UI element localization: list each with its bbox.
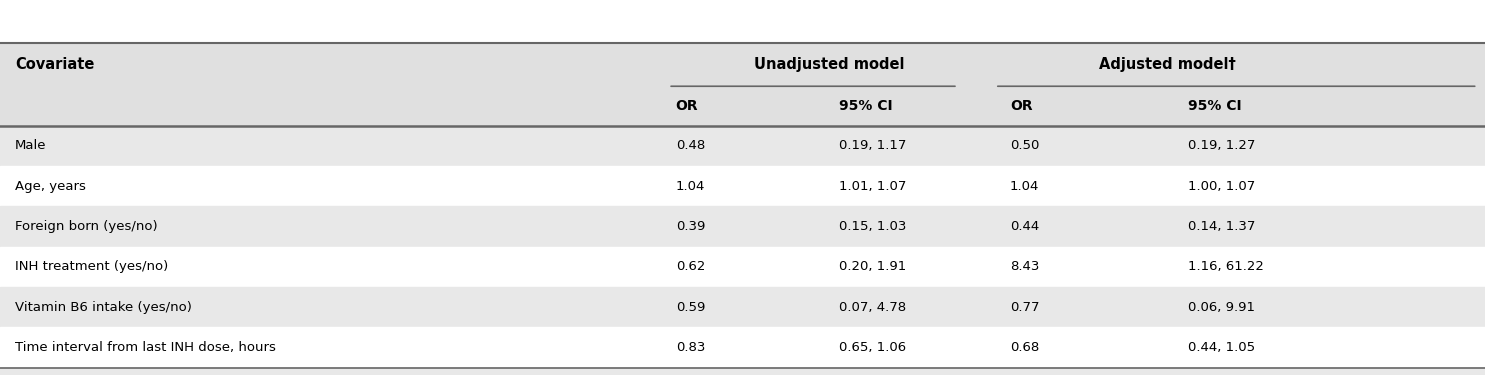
Text: 95% CI: 95% CI	[1188, 99, 1241, 113]
Text: OR: OR	[1010, 99, 1032, 113]
Text: Male: Male	[15, 139, 46, 152]
Text: 0.19, 1.17: 0.19, 1.17	[839, 139, 906, 152]
Text: 0.39: 0.39	[676, 220, 705, 233]
Text: 0.44, 1.05: 0.44, 1.05	[1188, 341, 1255, 354]
Text: 0.14, 1.37: 0.14, 1.37	[1188, 220, 1255, 233]
Text: 1.01, 1.07: 1.01, 1.07	[839, 180, 906, 193]
Text: 0.68: 0.68	[1010, 341, 1040, 354]
Bar	[0, 0, 1485, 43]
Text: 0.20, 1.91: 0.20, 1.91	[839, 260, 906, 273]
Bar	[0, 166, 1485, 206]
Bar	[0, 86, 1485, 126]
Text: 0.06, 9.91: 0.06, 9.91	[1188, 300, 1255, 313]
Text: 95% CI: 95% CI	[839, 99, 892, 113]
Text: Vitamin B6 intake (yes/no): Vitamin B6 intake (yes/no)	[15, 300, 192, 313]
Text: 1.16, 61.22: 1.16, 61.22	[1188, 260, 1264, 273]
Text: Unadjusted model: Unadjusted model	[754, 57, 904, 72]
Bar	[0, 247, 1485, 287]
Bar	[0, 368, 1485, 375]
Text: Adjusted model†: Adjusted model†	[1099, 57, 1236, 72]
Text: 0.62: 0.62	[676, 260, 705, 273]
Text: Foreign born (yes/no): Foreign born (yes/no)	[15, 220, 157, 233]
Text: Covariate: Covariate	[15, 57, 94, 72]
Text: 0.83: 0.83	[676, 341, 705, 354]
Bar	[0, 327, 1485, 368]
Text: 0.50: 0.50	[1010, 139, 1040, 152]
Text: 0.48: 0.48	[676, 139, 705, 152]
Text: 8.43: 8.43	[1010, 260, 1040, 273]
Text: 1.04: 1.04	[1010, 180, 1040, 193]
Text: 0.65, 1.06: 0.65, 1.06	[839, 341, 906, 354]
Text: 0.07, 4.78: 0.07, 4.78	[839, 300, 906, 313]
Text: Age, years: Age, years	[15, 180, 86, 193]
Bar	[0, 126, 1485, 166]
Text: OR: OR	[676, 99, 698, 113]
Text: Time interval from last INH dose, hours: Time interval from last INH dose, hours	[15, 341, 276, 354]
Bar	[0, 43, 1485, 86]
Text: 0.59: 0.59	[676, 300, 705, 313]
Text: 1.04: 1.04	[676, 180, 705, 193]
Bar	[0, 206, 1485, 247]
Bar	[0, 287, 1485, 327]
Text: 0.15, 1.03: 0.15, 1.03	[839, 220, 906, 233]
Text: INH treatment (yes/no): INH treatment (yes/no)	[15, 260, 168, 273]
Text: 0.19, 1.27: 0.19, 1.27	[1188, 139, 1255, 152]
Text: 0.77: 0.77	[1010, 300, 1040, 313]
Text: 1.00, 1.07: 1.00, 1.07	[1188, 180, 1255, 193]
Text: 0.44: 0.44	[1010, 220, 1040, 233]
